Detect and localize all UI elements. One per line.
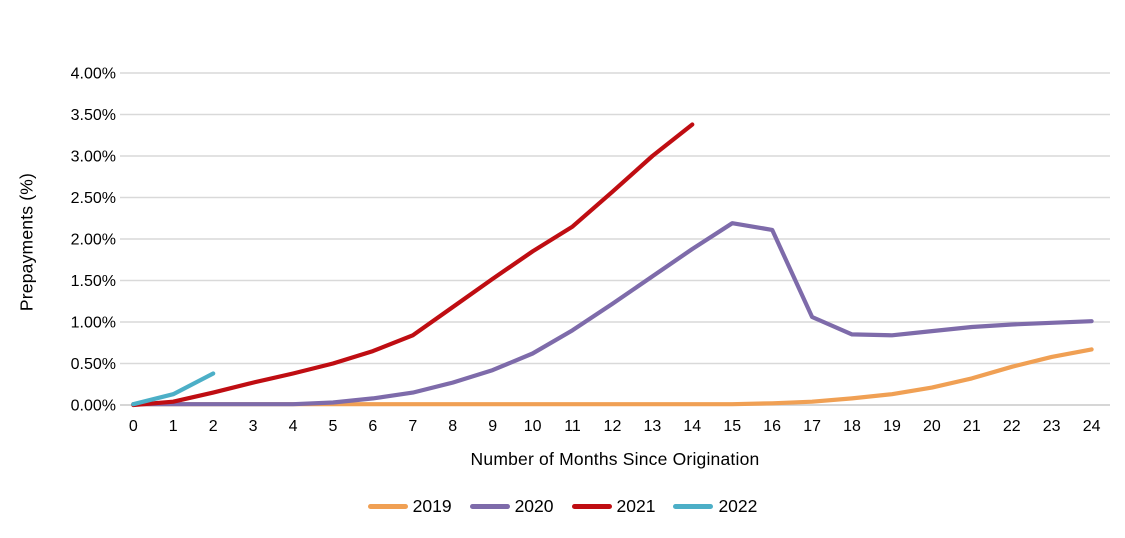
y-tick-label: 1.50% [71,273,116,290]
x-tick-label: 10 [524,418,542,435]
legend-label-2019: 2019 [412,496,452,516]
x-tick-label: 24 [1083,418,1101,435]
y-tick-label: 1.00% [71,315,116,332]
x-tick-label: 7 [408,418,417,435]
x-tick-label: 20 [923,418,941,435]
y-tick-label: 2.00% [71,232,116,249]
legend-swatch-2022 [673,504,714,509]
y-tick-label: 4.00% [71,66,116,83]
x-tick-label: 17 [803,418,821,435]
legend-label-2022: 2022 [718,496,758,516]
x-tick-label: 23 [1043,418,1061,435]
y-tick-label: 0.00% [71,398,116,415]
y-tick-label: 3.00% [71,149,116,166]
x-tick-label: 0 [129,418,138,435]
x-tick-label: 4 [289,418,298,435]
x-tick-label: 22 [1003,418,1021,435]
x-tick-label: 9 [488,418,497,435]
y-tick-label: 0.50% [71,356,116,373]
legend: 2019 2020 2021 2022 [0,496,1125,517]
legend-swatch-2019 [367,504,408,509]
x-tick-label: 21 [963,418,981,435]
legend-label-2021: 2021 [616,496,656,516]
x-tick-label: 2 [209,418,218,435]
legend-item-2021: 2021 [571,496,656,517]
series-line-2022 [131,371,216,407]
x-tick-label: 11 [564,418,581,435]
series-line-2020 [131,221,1094,407]
x-tick-label: 13 [643,418,661,435]
x-axis-title: Number of Months Since Origination [470,449,760,469]
series-line-2021 [131,122,695,408]
y-tick-label: 3.50% [71,107,116,124]
y-tick-label: 2.50% [71,190,116,207]
x-tick-label: 8 [448,418,457,435]
legend-swatch-2020 [469,504,510,509]
legend-label-2020: 2020 [514,496,554,516]
x-tick-label: 19 [883,418,901,435]
x-tick-label: 12 [604,418,622,435]
x-tick-label: 5 [328,418,337,435]
x-tick-label: 16 [763,418,781,435]
legend-item-2020: 2020 [469,496,554,517]
x-tick-label: 15 [723,418,741,435]
x-tick-label: 6 [368,418,377,435]
x-tick-label: 18 [843,418,861,435]
x-tick-label: 1 [169,418,178,435]
legend-item-2022: 2022 [673,496,757,517]
y-axis-title: Prepayments (%) [16,172,37,312]
x-tick-label: 3 [249,418,258,435]
legend-swatch-2021 [571,504,612,509]
legend-item-2019: 2019 [367,496,452,517]
x-tick-label: 14 [683,418,701,435]
